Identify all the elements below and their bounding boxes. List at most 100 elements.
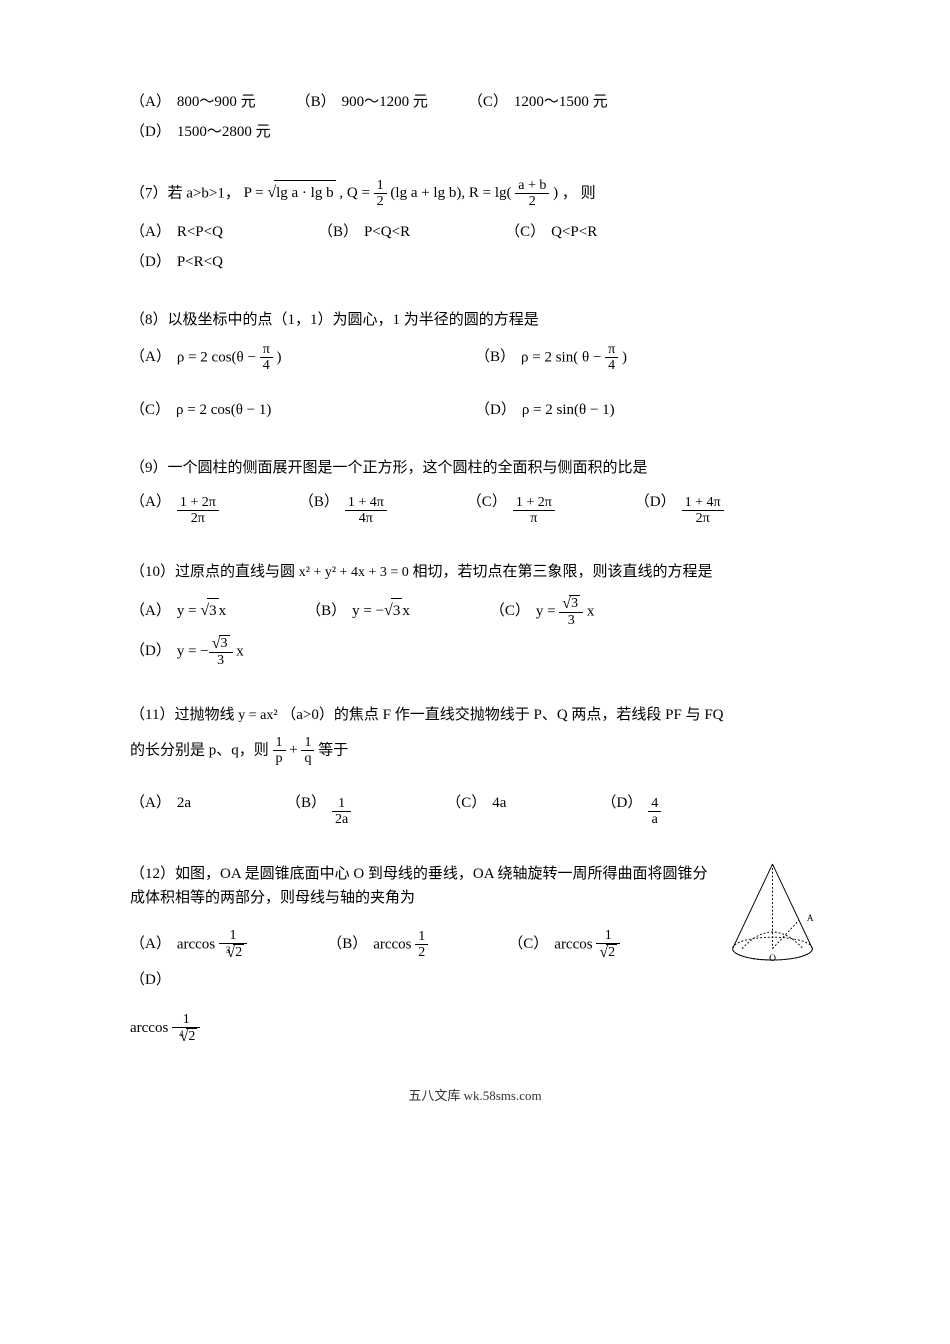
- numerator: 4: [648, 796, 661, 812]
- q7-option-a: （A）R<P<Q: [130, 220, 223, 244]
- q7-options-row: （A）R<P<Q （B）P<Q<R （C）Q<P<R （D）P<R<Q: [130, 220, 820, 280]
- denominator: 4: [605, 358, 618, 373]
- eq-prefix: y = −: [177, 643, 209, 659]
- question-9: （9）一个圆柱的侧面展开图是一个正方形，这个圆柱的全面积与侧面积的比是 （A） …: [130, 456, 820, 533]
- sqrt-body: 2: [186, 1028, 197, 1044]
- denominator: 3: [559, 613, 583, 628]
- fraction: 1 3√2: [219, 928, 247, 962]
- eq-suffix: x: [233, 643, 244, 659]
- denominator: a: [648, 812, 661, 827]
- q11-line2-suffix: 等于: [318, 742, 348, 758]
- option-label: （A）: [130, 932, 171, 956]
- fraction: π4: [605, 342, 618, 374]
- option-label: （B）: [475, 345, 515, 369]
- denominator: 3√2: [219, 944, 247, 962]
- option-label: （C）: [468, 90, 508, 114]
- q9-option-a: （A） 1 + 2π2π: [130, 490, 219, 527]
- eq-prefix: y = −: [352, 603, 384, 619]
- lhs: ρ = 2 cos(θ −: [177, 349, 256, 365]
- q12-option-a: （A） arccos 1 3√2: [130, 928, 247, 962]
- fraction: 1 + 4π2π: [682, 495, 724, 527]
- option-label: （A）: [130, 599, 171, 623]
- numerator: 1: [596, 928, 620, 944]
- option-label: （C）: [467, 490, 507, 514]
- label-a: A: [807, 914, 814, 924]
- lhs: ρ = 2 sin( θ −: [521, 349, 601, 365]
- q11-option-a: （A）2a: [130, 791, 191, 815]
- question-11: （11）过抛物线 y = ax² （a>0）的焦点 F 作一直线交抛物线于 P、…: [130, 703, 820, 834]
- q7-stem: （7）若 a>b>1， P = √ lg a · lg b , Q = 1 2 …: [130, 178, 820, 210]
- option-label: （C）: [490, 599, 530, 623]
- q7-formula: P = √ lg a · lg b , Q = 1 2 (lg a + lg b…: [244, 185, 562, 201]
- q9-option-b: （B） 1 + 4π4π: [299, 490, 387, 527]
- q11-prefix: （11）过抛物线: [130, 707, 234, 723]
- option-text: R<P<Q: [177, 220, 223, 244]
- denominator: √2: [596, 944, 620, 962]
- sqrt-icon: √2: [599, 944, 617, 962]
- q8-option-c: （C） ρ = 2 cos(θ − 1): [130, 398, 435, 422]
- denominator: 2: [415, 945, 428, 960]
- question-8: （8）以极坐标中的点（1，1）为圆心，1 为半径的圆的方程是 （A） ρ = 2…: [130, 308, 820, 428]
- denominator: 2a: [332, 812, 351, 827]
- numerator: 1: [332, 796, 351, 812]
- question-12: O A （12）如图，OA 是圆锥底面中心 O 到母线的垂线，OA 绕轴旋转一周…: [130, 862, 820, 1046]
- numerator: a + b: [515, 178, 549, 194]
- option-text: 1500～2800 元: [177, 120, 271, 144]
- denominator: π: [513, 511, 555, 526]
- q11-options-row: （A）2a （B）12a （C）4a （D）4a: [130, 791, 820, 834]
- option-label: （C）: [130, 398, 170, 422]
- option-formula: arccos 1 4√2: [130, 1020, 200, 1036]
- eq-suffix: x: [583, 603, 594, 619]
- func-name: arccos: [177, 936, 215, 952]
- q8-option-a: （A） ρ = 2 cos(θ − π4 ): [130, 342, 435, 374]
- option-formula: arccos 1 √2: [554, 928, 620, 962]
- sqrt-body: 3: [569, 595, 580, 611]
- eq-prefix: y =: [536, 603, 559, 619]
- option-label: （D）: [130, 120, 171, 144]
- numerator: 1: [374, 178, 387, 194]
- numerator: π: [605, 342, 618, 358]
- q8-option-d: （D） ρ = 2 sin(θ − 1): [475, 398, 780, 422]
- func-name: arccos: [130, 1020, 168, 1036]
- p-eq: P =: [244, 185, 264, 201]
- q11-line2-prefix: 的长分别是 p、q，则: [130, 742, 269, 758]
- option-label: （C）: [505, 220, 545, 244]
- q12-option-d: （D）: [130, 968, 177, 992]
- option-label: （D）: [130, 968, 171, 992]
- q10-suffix: 相切，若切点在第三象限，则该直线的方程是: [413, 564, 713, 580]
- root-index: 3: [226, 945, 231, 955]
- q10-prefix: （10）过原点的直线与圆: [130, 564, 295, 580]
- denominator: p: [273, 751, 286, 766]
- fraction: 12: [415, 929, 428, 961]
- option-formula: y = √3x: [177, 598, 226, 624]
- q7-option-c: （C）Q<P<R: [505, 220, 597, 244]
- denominator: 2: [515, 194, 549, 209]
- sqrt-icon: √3: [562, 595, 580, 613]
- numerator: 1 + 2π: [177, 495, 219, 511]
- sqrt-body: 3: [219, 635, 230, 651]
- q11-stem-line2: 的长分别是 p、q，则 1p + 1q 等于: [130, 735, 820, 767]
- root-index: 4: [179, 1029, 184, 1039]
- option-label: （C）: [446, 791, 486, 815]
- q9-option-d: （D） 1 + 4π2π: [635, 490, 724, 527]
- q9-options-row: （A） 1 + 2π2π （B） 1 + 4π4π （C） 1 + 2π π （D…: [130, 490, 820, 533]
- q12-stem: （12）如图，OA 是圆锥底面中心 O 到母线的垂线，OA 绕轴旋转一周所得曲面…: [130, 862, 820, 910]
- close-paren: ): [553, 185, 558, 201]
- option-text: 800～900 元: [177, 90, 256, 114]
- q-rest: (lg a + lg b), R = lg(: [390, 185, 511, 201]
- sqrt-icon: √3: [200, 598, 218, 624]
- sqrt-icon: √3: [212, 635, 230, 653]
- numerator: 1: [273, 735, 286, 751]
- q9-stem: （9）一个圆柱的侧面展开图是一个正方形，这个圆柱的全面积与侧面积的比是: [130, 456, 820, 480]
- q10-option-c: （C） y = √33 x: [490, 595, 595, 629]
- option-text: P<Q<R: [364, 220, 410, 244]
- option-label: （D）: [130, 250, 171, 274]
- q11-stem: （11）过抛物线 y = ax² （a>0）的焦点 F 作一直线交抛物线于 P、…: [130, 703, 820, 727]
- q7-prefix: （7）若 a>b>1，: [130, 185, 240, 201]
- option-text: Q<P<R: [551, 220, 597, 244]
- fraction: 1 √2: [596, 928, 620, 962]
- denominator: 3: [209, 653, 233, 668]
- numerator: √3: [559, 595, 583, 614]
- fraction: 1 + 2π2π: [177, 495, 219, 527]
- option-text: P<R<Q: [177, 250, 223, 274]
